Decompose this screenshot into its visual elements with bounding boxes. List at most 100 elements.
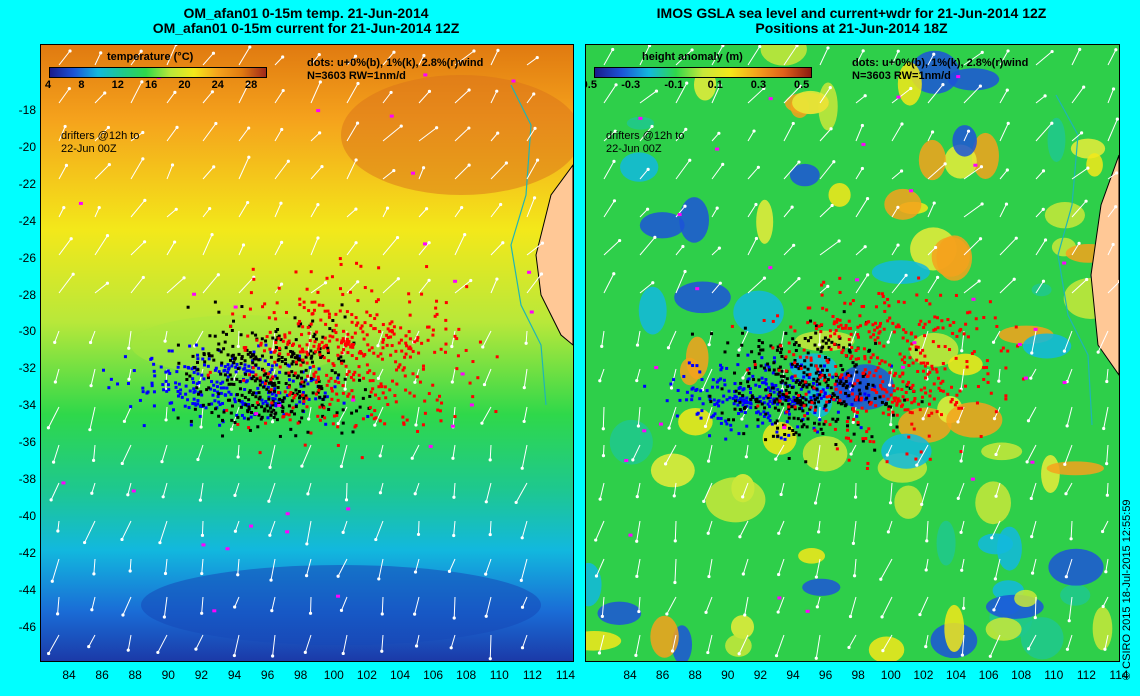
particle-dot <box>820 373 824 377</box>
arrow-head <box>1025 460 1029 464</box>
particle-dot <box>821 339 825 343</box>
particle-dot <box>368 314 372 318</box>
particle-dot <box>196 402 200 406</box>
particle-dot <box>715 380 719 384</box>
current-arrow <box>711 247 720 256</box>
current-arrow <box>602 444 605 456</box>
anomaly-blob <box>910 50 960 94</box>
particle-dot <box>132 369 136 373</box>
particle-dot <box>248 351 252 355</box>
particle-dot <box>787 391 791 395</box>
particle-dot <box>438 409 442 413</box>
arrow-head <box>300 464 304 468</box>
anomaly-blob <box>1041 454 1060 493</box>
particle-dot <box>327 359 331 363</box>
particle-dot <box>226 353 230 357</box>
current-arrow <box>199 482 204 501</box>
anomaly-blob <box>650 615 679 658</box>
particle-dot <box>919 361 923 365</box>
particle-dot <box>839 402 843 406</box>
particle-dot <box>189 419 193 423</box>
arrow-head <box>1101 604 1105 609</box>
arrow-head <box>1067 619 1071 623</box>
particle-dot <box>184 384 188 388</box>
particle-dot <box>249 370 253 374</box>
arrow-head <box>860 123 864 128</box>
particle-dot <box>818 375 822 379</box>
current-arrow <box>882 634 893 651</box>
particle-dot <box>901 395 905 399</box>
arrow-head <box>703 424 708 428</box>
arrow-head <box>1064 492 1068 496</box>
arrow-head <box>758 45 762 49</box>
particle-dot <box>388 322 392 326</box>
current-arrow <box>880 558 893 580</box>
particle-dot <box>873 321 877 325</box>
particle-dot <box>365 333 369 337</box>
current-arrow <box>675 82 688 104</box>
particle-dot <box>725 422 729 426</box>
particle-dot <box>494 410 498 414</box>
arrow-head <box>795 45 799 48</box>
current-arrow <box>921 482 929 505</box>
arrow-head <box>880 615 884 619</box>
particle-dot <box>141 386 145 390</box>
particle-dot <box>426 338 430 342</box>
particle-dot <box>924 391 928 395</box>
particle-dot <box>874 305 878 309</box>
current-arrow <box>995 444 1001 455</box>
particle-dot <box>327 379 331 383</box>
particle-dot <box>787 456 791 460</box>
right-title: IMOS GSLA sea level and current+wdr for … <box>585 6 1118 36</box>
particle-dot <box>352 378 356 382</box>
particle-dot <box>291 391 295 395</box>
arrow-head <box>851 541 855 545</box>
particle-dot <box>873 328 877 332</box>
particle-dot <box>905 339 909 343</box>
current-arrow <box>745 444 749 457</box>
particle-dot <box>425 265 429 269</box>
particle-dot <box>842 346 846 350</box>
current-arrow <box>274 56 284 66</box>
current-arrow <box>238 244 244 256</box>
particle-dot <box>359 351 363 355</box>
current-arrow <box>675 246 684 256</box>
particle-dot <box>979 435 983 439</box>
particle-dot <box>824 356 828 360</box>
particle-dot <box>813 401 817 405</box>
particle-dot <box>802 423 806 427</box>
arrow-head <box>990 536 994 540</box>
particle-dot <box>198 414 202 418</box>
arrow-head <box>988 654 992 658</box>
current-arrow <box>998 368 1001 382</box>
particle-dot <box>241 402 245 406</box>
current-arrow <box>127 634 132 651</box>
drifter-marker <box>971 297 976 301</box>
particle-dot <box>381 340 385 344</box>
current-arrow <box>451 368 456 383</box>
arrow-head <box>980 202 984 206</box>
particle-dot <box>712 414 716 418</box>
particle-dot <box>814 327 818 331</box>
arrow-head <box>1064 575 1068 579</box>
particle-dot <box>743 326 747 330</box>
arrow-head <box>718 281 722 285</box>
drifter-marker <box>912 341 917 345</box>
arrow-head <box>1082 85 1086 89</box>
particle-dot <box>264 343 268 347</box>
anomaly-blob <box>620 152 659 182</box>
arrow-head <box>126 493 130 497</box>
particle-dot <box>304 368 308 372</box>
current-arrow <box>489 520 492 535</box>
particle-dot <box>324 343 328 347</box>
lon-label: 96 <box>260 668 275 682</box>
particle-dot <box>176 394 180 398</box>
particle-dot <box>832 393 836 397</box>
particle-dot <box>250 331 254 335</box>
particle-dot <box>305 287 309 291</box>
particle-dot <box>718 363 722 367</box>
particle-dot <box>337 357 341 361</box>
current-arrow <box>1065 558 1073 577</box>
particle-dot <box>369 390 373 394</box>
particle-dot <box>848 343 852 347</box>
